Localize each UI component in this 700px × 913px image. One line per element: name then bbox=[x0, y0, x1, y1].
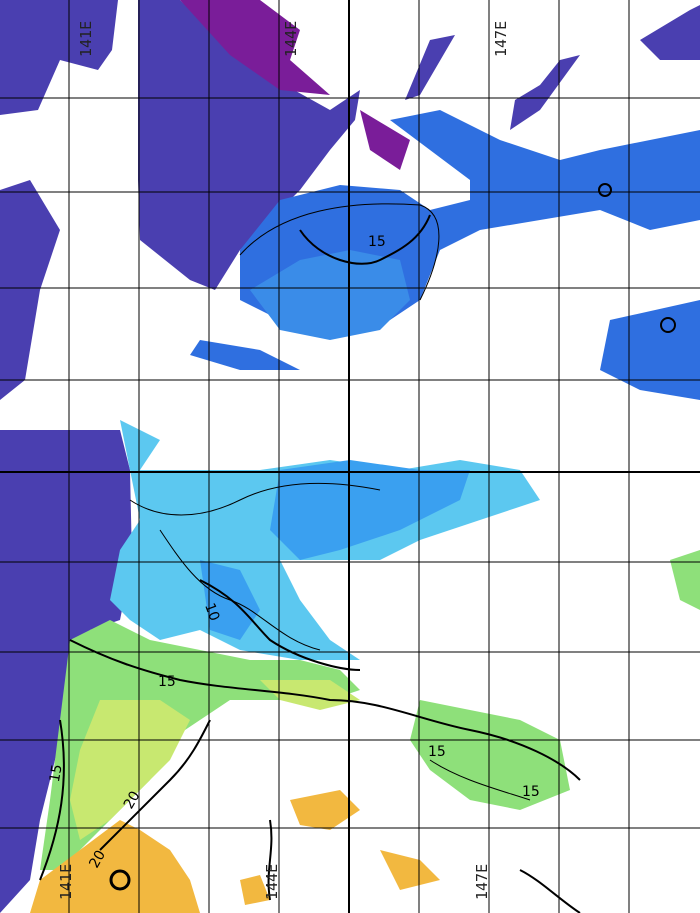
contour-label: 15 bbox=[47, 763, 66, 783]
contour-label: 10 bbox=[201, 601, 222, 623]
longitude-label-top: 147E bbox=[492, 20, 510, 57]
mid-blue-region bbox=[250, 250, 410, 340]
contour-label: 15 bbox=[158, 674, 176, 690]
longitude-label-top: 144E bbox=[282, 20, 300, 57]
contour-label: 15 bbox=[368, 234, 386, 250]
warm-orange-region bbox=[30, 790, 440, 913]
contour-label: 15 bbox=[428, 744, 446, 760]
contour-label: 20 bbox=[121, 788, 144, 811]
land-coast-purple bbox=[180, 0, 410, 170]
contour-label: 15 bbox=[522, 784, 540, 800]
green-region bbox=[40, 550, 700, 870]
blue-region-central bbox=[200, 460, 470, 640]
land-west bbox=[0, 0, 132, 913]
land-kurils bbox=[405, 5, 700, 130]
longitude-label-top: 141E bbox=[77, 20, 95, 57]
land-hokkaido bbox=[138, 0, 360, 290]
longitude-label-bottom: 144E bbox=[263, 863, 281, 900]
longitude-label-bottom: 141E bbox=[57, 863, 75, 900]
longitude-label-bottom: 147E bbox=[473, 863, 491, 900]
yellow-green-region bbox=[70, 680, 360, 840]
contour-label: 20 bbox=[86, 848, 109, 871]
